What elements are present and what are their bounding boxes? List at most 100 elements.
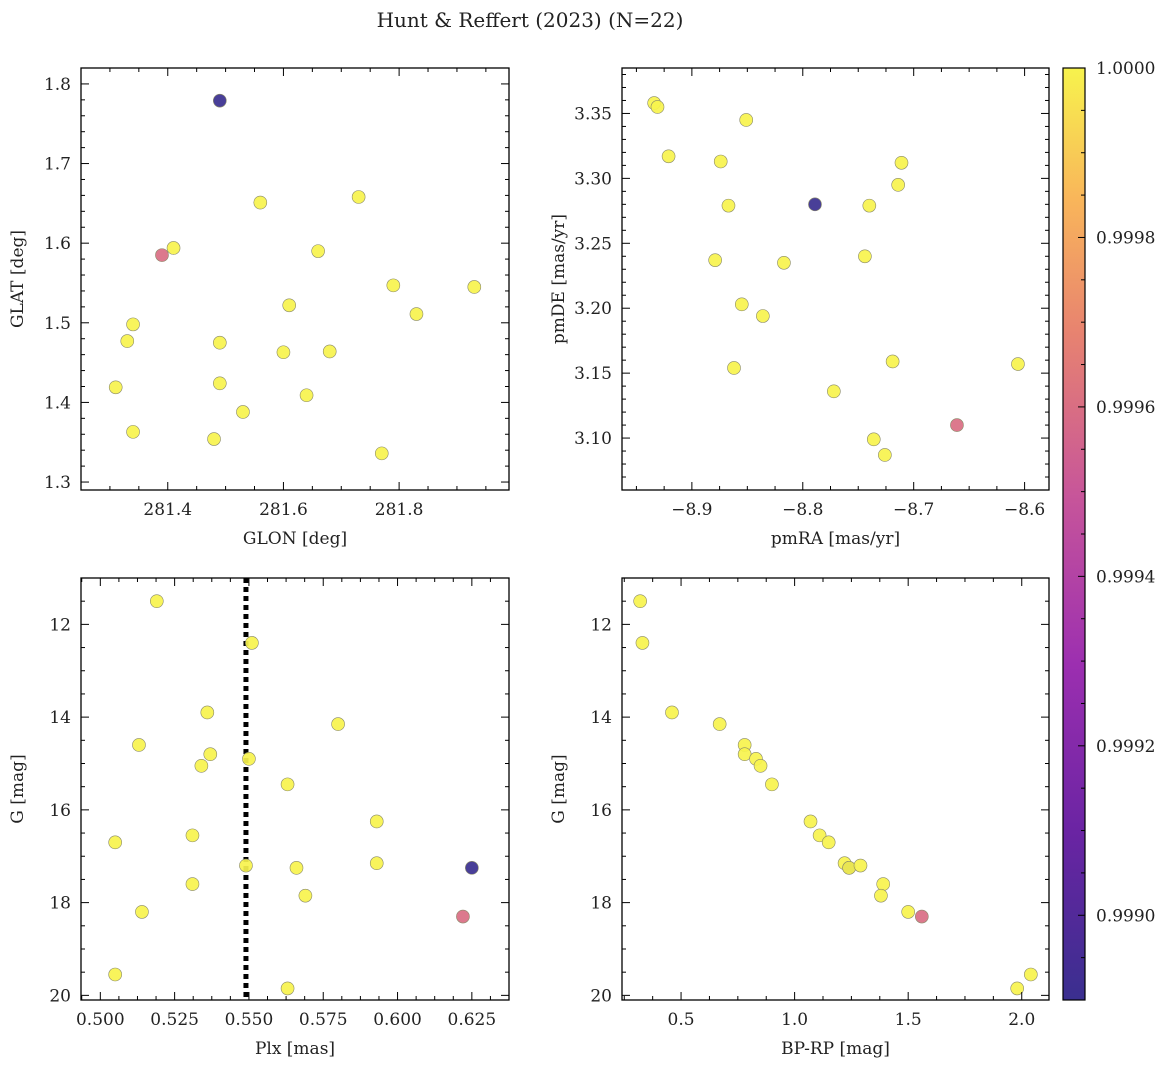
data-point bbox=[289, 861, 304, 875]
data-point bbox=[298, 888, 313, 903]
y-tick-label: 12 bbox=[590, 615, 612, 635]
x-tick-label: 0.625 bbox=[448, 1010, 497, 1030]
data-point bbox=[765, 777, 779, 792]
data-point bbox=[132, 738, 146, 752]
data-point bbox=[409, 307, 424, 321]
y-tick-label: 1.7 bbox=[44, 155, 71, 175]
data-point bbox=[213, 335, 227, 350]
data-point bbox=[713, 154, 728, 169]
x-axis-label: BP-RP [mag] bbox=[781, 1039, 890, 1059]
y-tick-label: 14 bbox=[590, 708, 612, 728]
data-point bbox=[322, 344, 337, 359]
x-axis-label: pmRA [mas/yr] bbox=[771, 529, 900, 549]
data-point bbox=[633, 594, 647, 608]
panels: 281.4 281.6 281.8 1.3 1.4 1.5 1.6 1.7 1.8 GLON [d… bbox=[8, 67, 1050, 1059]
data-point bbox=[874, 888, 888, 903]
data-point bbox=[661, 149, 676, 164]
data-point bbox=[885, 354, 900, 369]
data-point bbox=[808, 197, 822, 212]
data-point bbox=[708, 253, 722, 267]
y-tick-label: 20 bbox=[590, 986, 612, 1006]
data-point bbox=[253, 195, 268, 210]
y-tick-label: 3.10 bbox=[574, 429, 612, 449]
y-tick-label: 18 bbox=[590, 894, 612, 914]
colorbar: 0.9990 0.9992 0.9994 0.9996 0.9998 1.0000 bbox=[1062, 59, 1155, 1001]
x-tick-label: 0.600 bbox=[373, 1010, 422, 1030]
y-tick-label: 1.8 bbox=[44, 75, 71, 95]
data-point bbox=[821, 835, 836, 850]
data-point bbox=[891, 178, 905, 192]
data-point bbox=[950, 418, 964, 432]
x-tick-label: 0.525 bbox=[150, 1010, 199, 1030]
data-point bbox=[276, 345, 291, 360]
axes-frame bbox=[621, 577, 1050, 1001]
data-point bbox=[135, 905, 149, 919]
colorbar-tick-label: 0.9996 bbox=[1096, 398, 1155, 418]
x-tick-label: 0.575 bbox=[299, 1010, 348, 1030]
data-point bbox=[876, 877, 890, 891]
y-tick-label: 14 bbox=[49, 708, 71, 728]
y-tick-label: 18 bbox=[49, 894, 71, 914]
axes-frame bbox=[621, 67, 1050, 491]
y-axis-label: pmDE [mas/yr] bbox=[549, 214, 569, 344]
data-point bbox=[242, 752, 256, 766]
data-point bbox=[650, 100, 665, 114]
data-point bbox=[200, 705, 215, 720]
data-point bbox=[386, 278, 401, 293]
data-point bbox=[299, 388, 314, 403]
data-point bbox=[866, 432, 881, 447]
y-tick-label: 1.3 bbox=[44, 473, 71, 493]
data-point bbox=[734, 297, 749, 312]
data-point bbox=[245, 636, 259, 650]
data-point bbox=[282, 298, 297, 313]
x-tick-label: 0.500 bbox=[76, 1010, 125, 1030]
y-tick-label: 1.6 bbox=[44, 234, 71, 254]
y-tick-label: 3.25 bbox=[574, 234, 612, 254]
data-point bbox=[1024, 967, 1038, 982]
x-tick-label: 0.550 bbox=[225, 1010, 274, 1030]
data-point bbox=[369, 856, 384, 870]
x-tick-label: −8.9 bbox=[671, 500, 712, 520]
y-tick-label: 16 bbox=[590, 801, 612, 821]
y-tick-label: 12 bbox=[49, 615, 71, 635]
data-point bbox=[213, 376, 227, 391]
data-point bbox=[331, 717, 345, 731]
data-point bbox=[207, 432, 221, 446]
data-point bbox=[737, 747, 752, 762]
data-point bbox=[1011, 357, 1025, 371]
colorbar-tick-label: 1.0000 bbox=[1096, 59, 1155, 79]
y-tick-label: 20 bbox=[49, 986, 71, 1006]
y-tick-label: 16 bbox=[49, 801, 71, 821]
data-point bbox=[280, 777, 295, 792]
data-point bbox=[878, 448, 892, 462]
panel-pm: −8.9 −8.8 −8.7 −8.6 3.10 3.15 3.20 3.25 3.30 3.35… bbox=[549, 67, 1050, 549]
y-tick-label: 3.15 bbox=[574, 364, 612, 384]
colorbar-tick-label: 0.9990 bbox=[1096, 906, 1155, 926]
data-point bbox=[853, 858, 868, 873]
data-point bbox=[777, 255, 791, 270]
x-tick-label: 1.0 bbox=[781, 1010, 808, 1030]
data-point bbox=[456, 909, 470, 924]
x-tick-label: 281.4 bbox=[143, 500, 192, 520]
y-tick-label: 3.20 bbox=[574, 299, 612, 319]
x-axis-label: Plx [mas] bbox=[255, 1039, 335, 1059]
data-point bbox=[827, 384, 841, 399]
data-point bbox=[727, 361, 741, 375]
panel-glon-glat: 281.4 281.6 281.8 1.3 1.4 1.5 1.6 1.7 1.8 GLON [d… bbox=[8, 67, 510, 549]
colorbar-tick-label: 0.9994 bbox=[1096, 567, 1155, 587]
data-point bbox=[374, 446, 389, 461]
data-point bbox=[185, 828, 200, 843]
data-point bbox=[108, 835, 122, 850]
y-tick-label: 3.30 bbox=[574, 169, 612, 189]
data-point bbox=[126, 317, 140, 332]
data-point bbox=[236, 405, 250, 419]
panel-cmd: 0.5 1.0 1.5 2.0 12 14 16 18 20 BP-RP [mag] G [mag] bbox=[549, 577, 1050, 1059]
data-point bbox=[665, 705, 679, 720]
x-tick-label: 0.5 bbox=[668, 1010, 695, 1030]
data-point bbox=[858, 249, 872, 264]
data-point bbox=[155, 248, 169, 262]
data-point bbox=[465, 861, 479, 875]
data-point bbox=[126, 425, 140, 439]
data-point bbox=[239, 858, 253, 873]
